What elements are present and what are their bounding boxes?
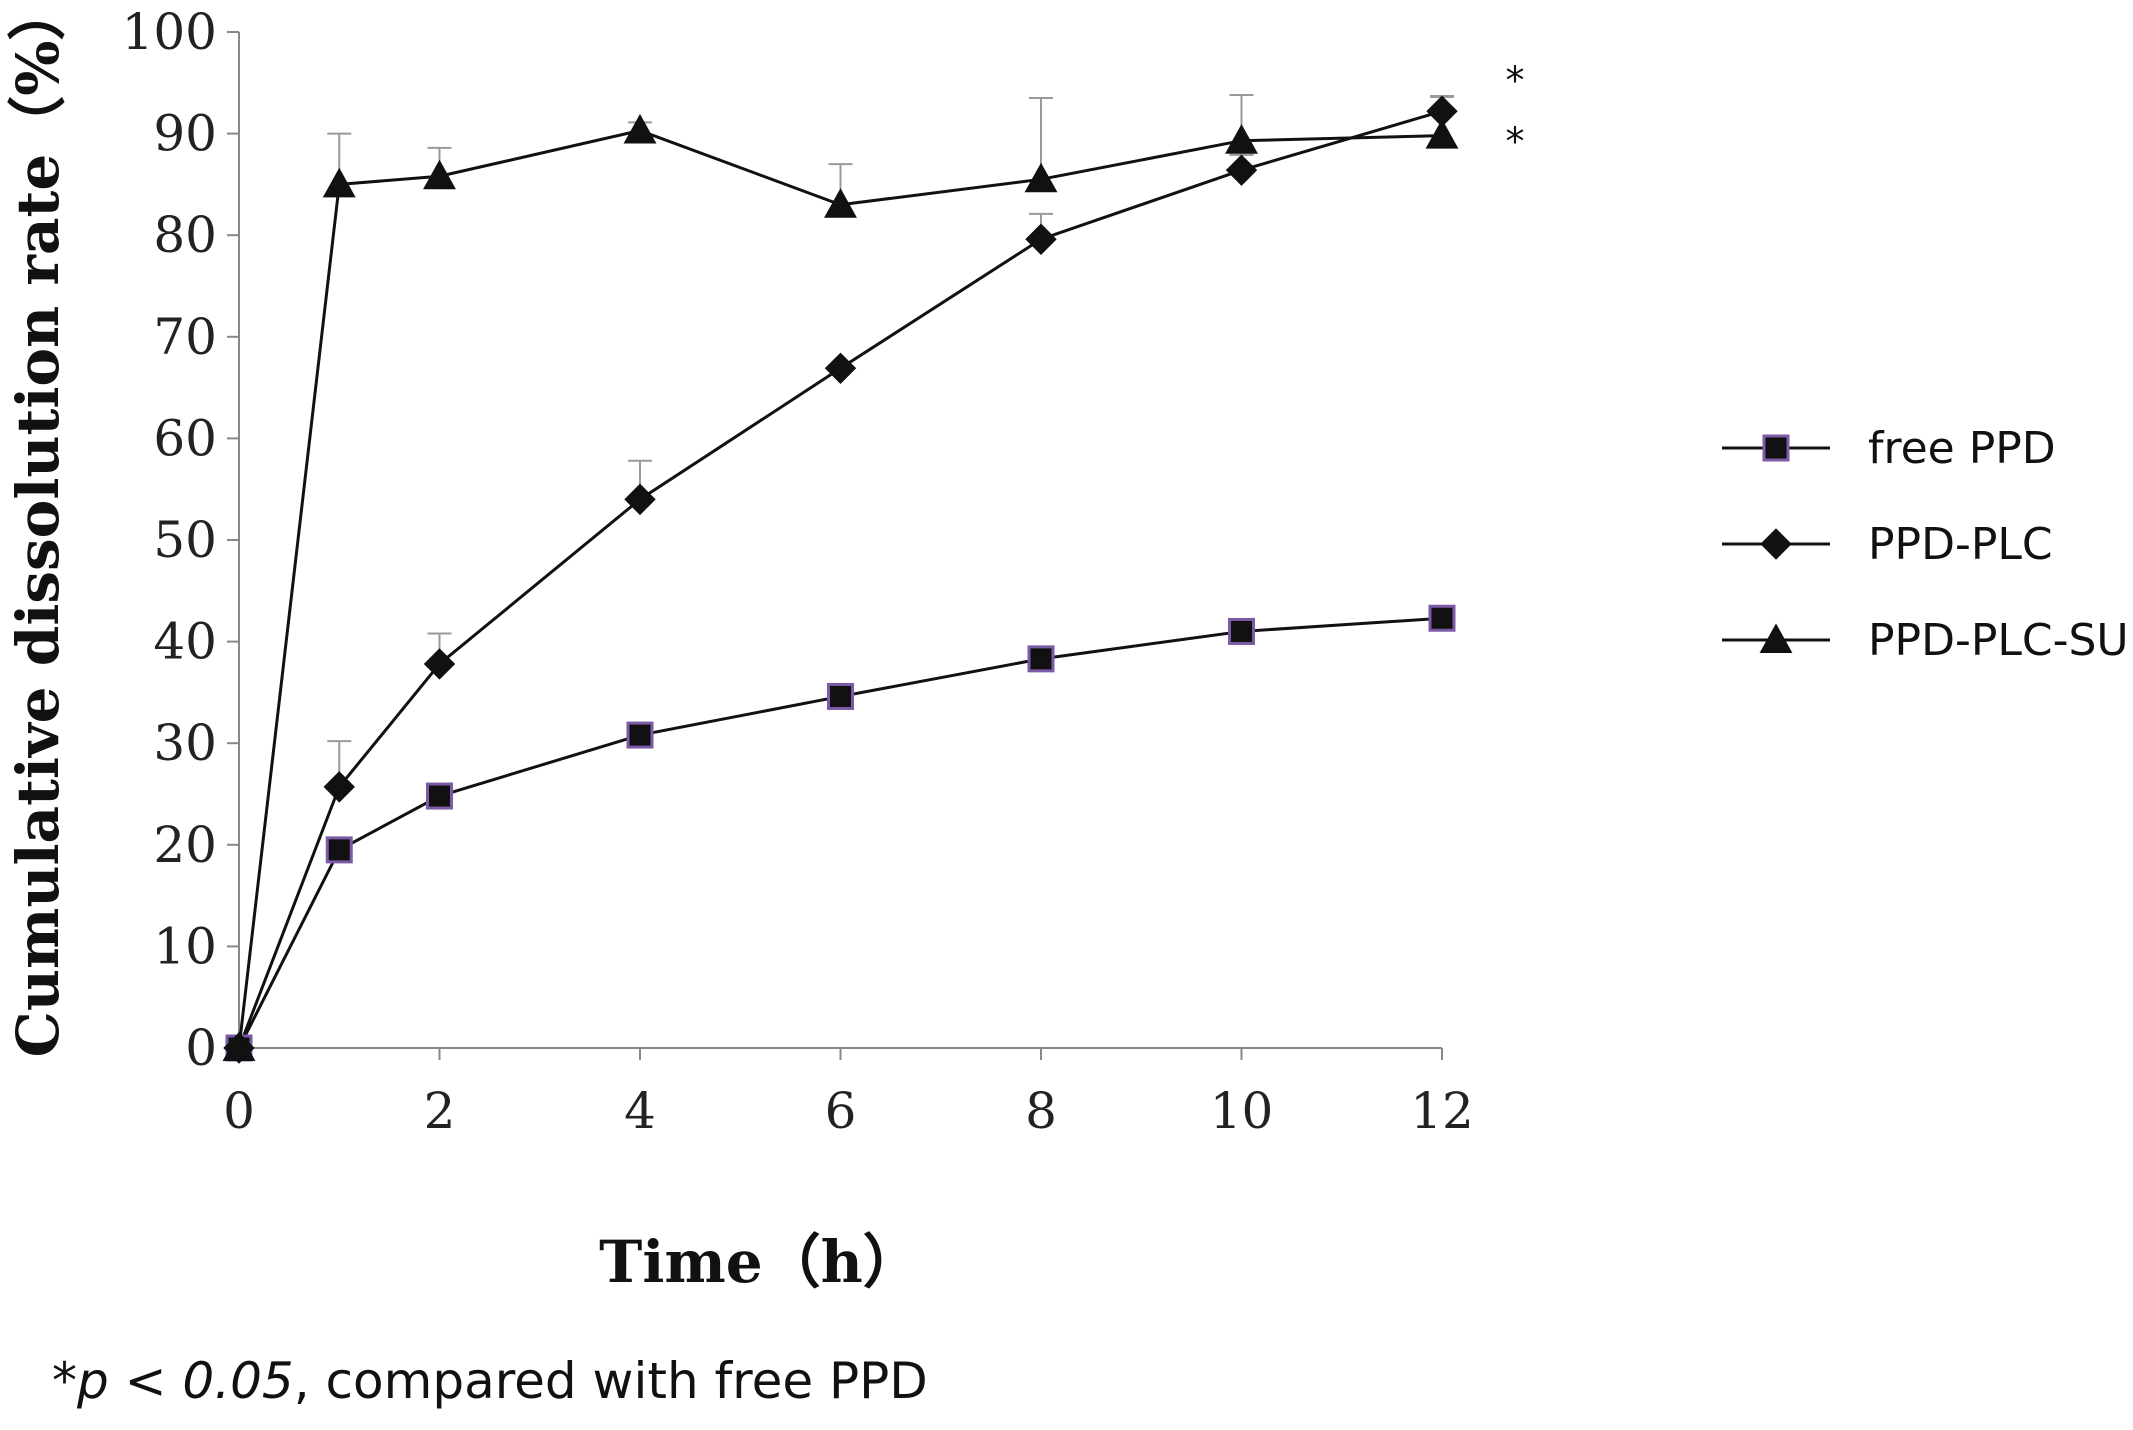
- y-tick-label: 100: [122, 3, 217, 61]
- y-tick-label: 0: [185, 1019, 217, 1077]
- series-lines: [237, 109, 1443, 1049]
- data-point-free-ppd: [1228, 617, 1255, 645]
- y-axis-title: Cumulative dissolution rate（%）: [4, 0, 72, 1057]
- x-tick-label: 0: [223, 1082, 255, 1140]
- x-tick-label: 8: [1025, 1082, 1057, 1140]
- x-tick-label: 2: [424, 1082, 456, 1140]
- data-point-ppd-plc-su: [1225, 124, 1258, 154]
- data-point-free-ppd: [827, 682, 854, 710]
- footnote-text: , compared with free PPD: [293, 1352, 928, 1410]
- series-line-free-ppd: [237, 616, 1443, 1049]
- legend-marker-ppd-plc: [1760, 528, 1792, 560]
- legend-marker-ppd-plc-su: [1759, 623, 1793, 653]
- y-tick-label: 30: [153, 714, 217, 772]
- data-point-ppd-plc: [323, 771, 355, 803]
- legend-label-ppd-plc: PPD-PLC: [1868, 519, 2053, 570]
- legend-marker-free-ppd: [1762, 434, 1790, 462]
- series-markers: [222, 95, 1459, 1064]
- legend: free PPD PPD-PLC PPD-PLC-SU: [1722, 423, 2129, 666]
- data-point-ppd-plc: [1225, 154, 1258, 186]
- data-point-ppd-plc: [624, 483, 656, 516]
- y-tick-label: 80: [153, 206, 217, 264]
- y-tick-label: 90: [153, 105, 217, 163]
- significance-star: *: [1506, 59, 1525, 103]
- data-point-ppd-plc-su: [322, 167, 356, 198]
- x-tick-label: 12: [1410, 1082, 1474, 1140]
- y-tick-label: 70: [153, 308, 217, 366]
- data-point-ppd-plc: [1025, 223, 1057, 255]
- data-point-ppd-plc: [824, 352, 857, 385]
- y-axis-ticks: 0 10 20 30 40 50 60 70 80 90 100: [122, 3, 239, 1077]
- footnote-p-value: p < 0.05: [77, 1352, 294, 1410]
- data-point-ppd-plc-su: [1425, 119, 1459, 149]
- x-axis-ticks: 0 2 4 6 8 10 12: [223, 1048, 1474, 1140]
- x-tick-label: 6: [825, 1082, 857, 1140]
- y-tick-label: 20: [153, 816, 217, 874]
- significance-markers: **: [1506, 59, 1525, 164]
- x-tick-label: 4: [624, 1082, 656, 1140]
- footnote-star: *: [52, 1352, 77, 1410]
- y-tick-label: 40: [153, 613, 217, 671]
- significance-star: *: [1506, 120, 1525, 164]
- data-point-ppd-plc-su: [623, 113, 657, 144]
- y-tick-label: 60: [153, 409, 217, 467]
- series-line-ppd-plc-su: [237, 128, 1443, 1049]
- legend-label-free-ppd: free PPD: [1868, 423, 2056, 474]
- data-point-free-ppd: [325, 836, 353, 864]
- series-line-ppd-plc: [237, 109, 1443, 1049]
- data-point-free-ppd: [626, 721, 654, 749]
- y-tick-label: 10: [153, 917, 217, 975]
- footnote: *p < 0.05, compared with free PPD: [52, 1352, 928, 1410]
- data-point-ppd-plc-su: [423, 159, 456, 190]
- data-point-ppd-plc-su: [222, 1031, 256, 1061]
- data-point-free-ppd: [1027, 645, 1055, 673]
- data-point-ppd-plc-su: [1024, 162, 1058, 193]
- data-point-ppd-plc: [423, 648, 456, 680]
- legend-label-ppd-plc-su: PPD-PLC-SU: [1868, 615, 2129, 666]
- y-tick-label: 50: [153, 511, 217, 569]
- x-axis-title: Time（h）: [599, 1228, 921, 1296]
- x-tick-label: 10: [1210, 1082, 1274, 1140]
- data-point-free-ppd: [1428, 604, 1456, 632]
- data-point-free-ppd: [426, 782, 453, 810]
- data-point-ppd-plc-su: [824, 188, 857, 218]
